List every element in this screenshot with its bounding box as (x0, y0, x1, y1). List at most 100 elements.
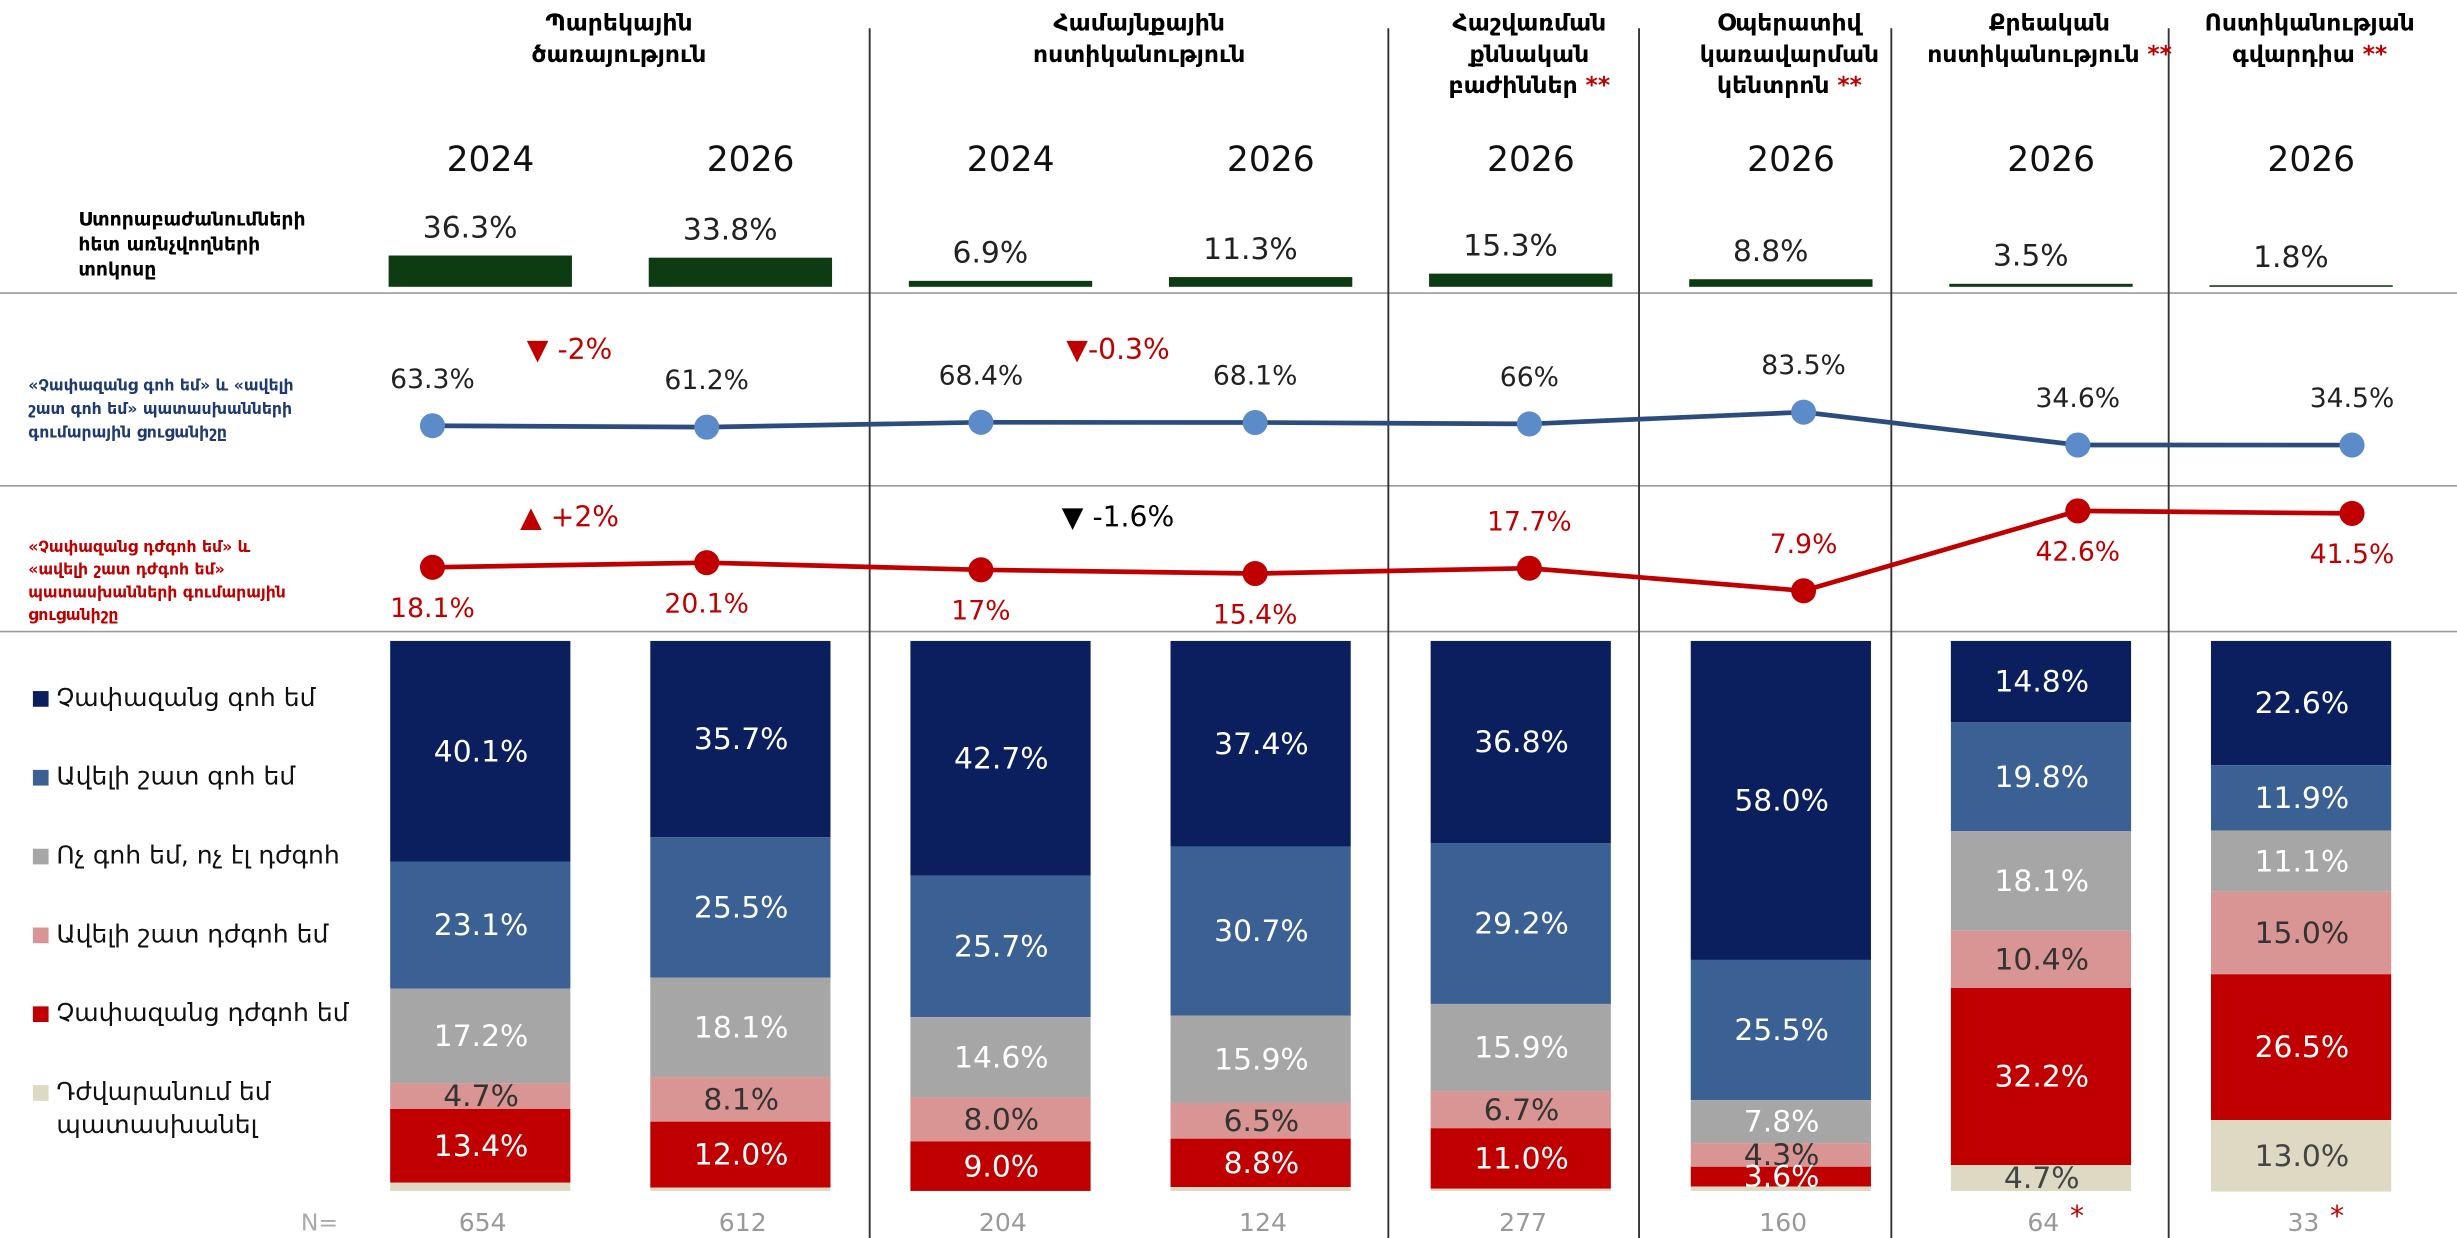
segment-label: 58.0% (1734, 784, 1829, 819)
segment-label: 13.4% (434, 1129, 529, 1164)
share-bar (1168, 277, 1353, 287)
stack-segment (1430, 1188, 1611, 1191)
group-note: ** (1837, 71, 1862, 99)
group-title: Ոստիկանության գվարդիա ** (2205, 8, 2415, 67)
segment-label: 15.9% (1214, 1042, 1309, 1077)
stack-segment (2210, 830, 2392, 892)
separators (0, 292, 2457, 633)
share-label: 36.3% (423, 210, 518, 245)
share-label: 6.9% (953, 236, 1029, 271)
stack-segment (2210, 974, 2392, 1120)
sample-value: 654 (459, 1208, 507, 1237)
stack-segment (1170, 846, 1351, 1016)
stack-segment (910, 1097, 1091, 1142)
change-annotation: ▲ +2% (520, 501, 619, 534)
stack-segment (910, 640, 1091, 876)
stack-segment (910, 875, 1091, 1018)
stack-segment (1950, 987, 2132, 1166)
sample-value: 64 (2027, 1208, 2059, 1237)
trend-point (419, 554, 446, 580)
segment-label: 8.1% (703, 1082, 779, 1117)
share-bar (908, 280, 1093, 287)
group-title: Համայնքային ոստիկանություն (1033, 8, 1245, 67)
stack-segment (1170, 1102, 1351, 1139)
trend-label: 63.3% (390, 364, 475, 395)
stack-segment (390, 1182, 571, 1191)
stack-segment (1690, 640, 1871, 960)
trend-point (2339, 432, 2365, 458)
trend-label: 42.6% (2035, 537, 2120, 568)
segment-label: 19.8% (1994, 760, 2089, 795)
share-label: 15.3% (1463, 228, 1558, 263)
stack-segment (1690, 1100, 1871, 1144)
group-title: Օպերատիվ կառավարման կենտրոն ** (1700, 8, 1879, 99)
share-bar (1429, 273, 1613, 287)
segment-label: 29.2% (1474, 907, 1569, 942)
segment-label: 25.7% (954, 930, 1049, 965)
year-label: 2026 (1227, 140, 1315, 180)
trend-label: 68.1% (1213, 361, 1298, 392)
stack-segment (1430, 640, 1611, 844)
group-note: ** (2147, 39, 2172, 67)
stack-segment (2210, 891, 2392, 975)
trend-point (1242, 409, 1268, 436)
segment-label: 8.8% (1224, 1146, 1300, 1181)
segment-label: 30.7% (1214, 914, 1309, 949)
sample-value: 160 (1759, 1208, 1807, 1237)
segment-label: 26.5% (2255, 1030, 2350, 1065)
stack-segment (2210, 640, 2392, 766)
legend-label: Չափազանց դժգոհ եմ (56, 998, 349, 1027)
trend-point (1516, 555, 1542, 581)
legend-label: Դժվարանում եմ պատասխանել (56, 1077, 271, 1139)
segment-label: 14.8% (1994, 665, 2089, 700)
legend-label: Ոչ գոհ եմ, ոչ էլ դժգոհ (56, 841, 339, 870)
segment-label: 18.1% (1994, 864, 2089, 899)
segment-label: 7.8% (1744, 1105, 1820, 1140)
stack-segment (390, 640, 571, 862)
legend-swatch (32, 769, 49, 786)
stack-segment (1950, 1165, 2132, 1191)
segment-label: 17.2% (434, 1019, 529, 1054)
legend-swatch (32, 927, 49, 944)
segment-label: 42.7% (954, 741, 1049, 776)
share-label: 1.8% (2253, 240, 2329, 275)
trend-label: 34.5% (2310, 383, 2395, 414)
segment-label: 18.1% (694, 1010, 789, 1045)
trend-label: 68.4% (939, 360, 1024, 391)
stack-segment (1170, 1138, 1351, 1188)
year-label: 2026 (2007, 140, 2095, 180)
trend-line (432, 508, 2353, 594)
stack-segment (1430, 1003, 1611, 1092)
row-title: «Չափազանց դժգոհ եմ» և «ավելի շատ դժգոհ եմ… (28, 536, 286, 623)
segment-label: 4.7% (443, 1079, 519, 1114)
segment-label: 11.1% (2255, 844, 2350, 879)
row-title: Ստորաբաժանումների հետ առնչվողների տոկոսը (78, 209, 305, 280)
stack-segment (650, 1121, 831, 1188)
segment-label: 4.7% (2004, 1161, 2080, 1196)
stack-segment (1430, 1091, 1611, 1129)
group-note: ** (2363, 39, 2388, 67)
stack-segment (390, 988, 571, 1084)
stack-segment (1690, 1166, 1871, 1187)
segment-label: 37.4% (1214, 727, 1309, 762)
stack-segment (390, 1083, 571, 1109)
share-bar (1949, 283, 2133, 287)
trend-label: 7.9% (1770, 529, 1838, 560)
trend-label: 17% (951, 596, 1010, 627)
share-label: 33.8% (683, 213, 778, 248)
legend-label: Ավելի շատ դժգոհ եմ (56, 919, 329, 948)
sample-label: N= (301, 1208, 338, 1236)
segment-label: 11.9% (2255, 781, 2350, 816)
trend-point (1242, 560, 1268, 587)
segment-label: 14.6% (954, 1040, 1049, 1075)
year-label: 2026 (707, 140, 795, 180)
sample-value: 33 (2287, 1208, 2319, 1237)
segment-label: 40.1% (434, 734, 529, 769)
segment-label: 6.7% (1484, 1093, 1560, 1128)
legend-label: Ավելի շատ գոհ եմ (56, 762, 296, 791)
stack-segment (650, 640, 831, 838)
segment-label: 12.0% (694, 1138, 789, 1173)
segment-label: 23.1% (434, 908, 529, 943)
segment-label: 15.9% (1474, 1031, 1569, 1066)
